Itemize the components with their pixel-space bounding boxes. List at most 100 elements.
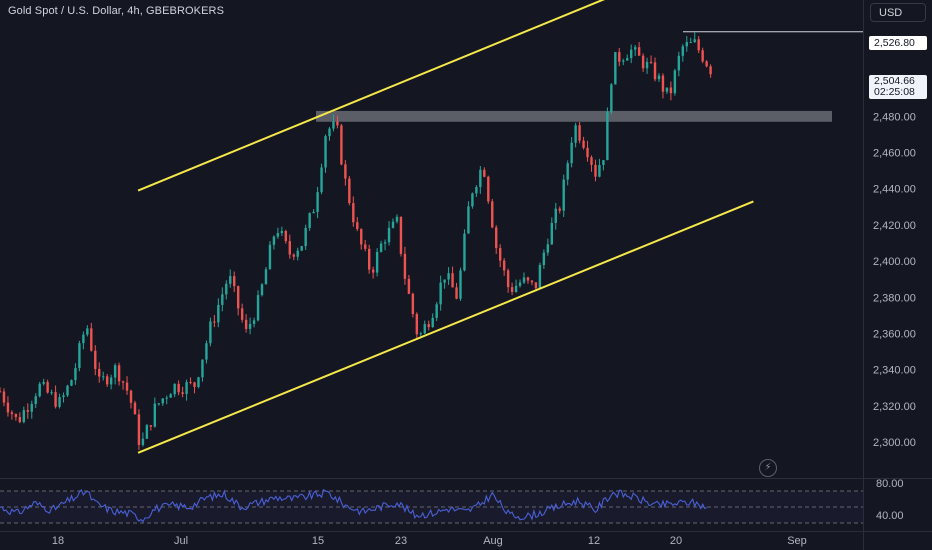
candle-body — [149, 425, 153, 427]
time-tick-label: 18 — [52, 535, 64, 547]
candle-body — [435, 304, 438, 318]
candle-body — [78, 343, 81, 369]
oscillator-line — [0, 488, 707, 523]
candle-body — [82, 334, 85, 344]
currency-button[interactable]: USD — [870, 3, 926, 22]
candle-body — [18, 417, 22, 423]
candle-body — [320, 167, 323, 193]
candle-body — [213, 321, 216, 323]
time-tick-label: 23 — [395, 535, 407, 547]
candle-body — [419, 333, 422, 335]
candle-body — [387, 227, 391, 243]
candle-body — [256, 295, 260, 321]
candle-body — [280, 231, 284, 234]
candle-body — [653, 62, 657, 80]
candle-body — [411, 293, 415, 315]
candle-body — [447, 273, 450, 280]
candle-body — [622, 60, 625, 62]
candle-body — [459, 270, 462, 299]
candle-body — [375, 251, 379, 273]
candle-body — [66, 385, 69, 396]
lightning-bolt-icon[interactable]: ⚡ — [759, 459, 777, 477]
candle-body — [316, 192, 319, 212]
candle-body — [264, 269, 268, 285]
candle-body — [268, 244, 272, 270]
candle-body — [403, 253, 407, 279]
candle-body — [677, 55, 681, 71]
candle-body — [431, 317, 434, 328]
candle-body — [201, 359, 204, 378]
candle-body — [189, 382, 192, 384]
candle-body — [173, 383, 176, 395]
candle-body — [165, 397, 168, 399]
candle-body — [645, 61, 649, 69]
time-tick-label: Aug — [483, 535, 503, 547]
candle-body — [558, 208, 561, 211]
candle-body — [117, 365, 121, 382]
candle-body — [379, 243, 383, 252]
bar-countdown: 02:25:08 — [874, 86, 915, 98]
candle-body — [451, 273, 454, 288]
candle-body — [709, 66, 712, 75]
candle-body — [641, 55, 645, 69]
candle-body — [578, 125, 581, 141]
candle-body — [510, 287, 514, 292]
price-tick-label: 2,360.00 — [873, 328, 916, 340]
candle-body — [463, 233, 466, 271]
candle-body — [661, 75, 665, 92]
candle-body — [244, 319, 248, 329]
candle-body — [30, 403, 33, 412]
candle-body — [689, 42, 692, 44]
candle-body — [252, 320, 256, 324]
candle-body — [665, 87, 669, 92]
candle-body — [566, 163, 569, 180]
candle-body — [364, 244, 367, 249]
candle-body — [288, 241, 291, 255]
candle-body — [324, 136, 327, 168]
candle-body — [6, 402, 10, 413]
candle-body — [74, 368, 77, 381]
candle-body — [22, 410, 26, 423]
candle-body — [102, 376, 105, 378]
candle-body — [10, 412, 14, 415]
price-tick-label: 2,440.00 — [873, 184, 916, 196]
candle-body — [530, 280, 534, 283]
candle-body — [439, 282, 442, 305]
candle-body — [685, 42, 688, 47]
candle-body — [487, 176, 490, 202]
candle-body — [697, 39, 700, 51]
candle-body — [109, 377, 113, 385]
candle-body — [296, 250, 299, 257]
candle-body — [133, 402, 137, 415]
candle-body — [701, 50, 704, 62]
candle-body — [618, 52, 621, 62]
time-tick-label: 15 — [312, 535, 324, 547]
candle-body — [193, 382, 196, 387]
candle-body — [125, 382, 129, 391]
candle-body — [308, 213, 311, 228]
candle-body — [248, 323, 252, 329]
candle-body — [197, 377, 200, 387]
candle-body — [538, 264, 542, 289]
candle-body — [498, 248, 502, 261]
candle-body — [94, 350, 97, 369]
candle-body — [217, 304, 220, 323]
candle-body — [629, 49, 633, 59]
candle-body — [506, 270, 510, 288]
candle-body — [602, 160, 605, 165]
candle-body — [614, 52, 617, 85]
candle-body — [185, 382, 188, 394]
candle-body — [153, 403, 157, 427]
candle-body — [673, 70, 677, 94]
candle-body — [705, 61, 708, 67]
candle-body — [443, 279, 446, 283]
candle-body — [455, 287, 458, 299]
candle-body — [332, 121, 335, 129]
candle-body — [475, 187, 478, 194]
candle-body — [391, 221, 395, 228]
price-tick-label: 2,300.00 — [873, 437, 916, 449]
candle-body — [304, 227, 307, 247]
candle-body — [336, 121, 339, 126]
